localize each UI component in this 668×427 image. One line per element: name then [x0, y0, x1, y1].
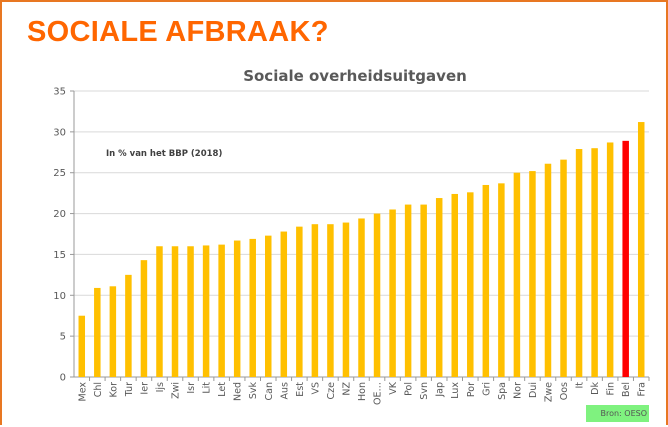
x-tick-label: Jap	[435, 382, 446, 398]
x-tick-label: Zwe	[543, 382, 554, 402]
y-tick-label: 30	[53, 127, 66, 138]
x-tick-label: Spa	[497, 382, 508, 400]
bar-it	[575, 149, 583, 377]
y-tick-label: 5	[60, 332, 66, 343]
bar-ier	[140, 260, 148, 377]
x-tick-label: Aus	[279, 382, 290, 400]
slide-title: SOCIALE AFBRAAK?	[27, 16, 329, 48]
bar-ned	[233, 240, 241, 377]
bar-let	[218, 244, 225, 377]
bar-mex	[78, 315, 86, 377]
bar-gri	[482, 184, 490, 377]
y-tick-label: 25	[53, 168, 66, 179]
bar-zwi	[171, 246, 179, 377]
x-tick-label: Ijs	[155, 382, 166, 392]
bar-lux	[451, 193, 458, 377]
bar-hon	[358, 218, 365, 377]
bar-por	[467, 192, 474, 377]
bar-oe	[373, 213, 381, 377]
x-tick-label: Est	[295, 382, 306, 397]
bar-bel	[622, 140, 629, 377]
y-tick-label: 0	[60, 373, 66, 384]
bar-svn	[420, 204, 427, 377]
bar-svk	[249, 238, 256, 377]
bar-ijs	[156, 246, 163, 377]
x-tick-label: Pol	[404, 382, 415, 396]
chart-title: Sociale overheidsuitgaven	[243, 67, 467, 85]
x-tick-label: Lit	[202, 382, 213, 394]
source-label: Bron: OESO	[586, 405, 649, 422]
x-tick-label: It	[575, 382, 586, 389]
x-tick-label: Chl	[93, 382, 104, 397]
x-tick-label: Lux	[450, 382, 461, 399]
x-tick-label: Dui	[528, 382, 539, 398]
x-tick-label: Fra	[637, 382, 648, 397]
bar-can	[265, 235, 272, 377]
bar-isr	[187, 246, 194, 377]
x-tick-label: Kor	[108, 382, 119, 398]
x-tick-label: Mex	[77, 382, 88, 402]
x-tick-label: Ned	[233, 382, 244, 401]
x-tick-label: Can	[264, 382, 275, 400]
bar-tur	[125, 274, 132, 377]
x-tick-label: Por	[466, 382, 477, 397]
bar-nz	[342, 222, 350, 377]
bar-dk	[591, 148, 598, 377]
bar-pol	[404, 204, 412, 377]
x-tick-label: Zwi	[171, 382, 182, 399]
x-tick-label: Tur	[124, 382, 135, 397]
x-tick-label: NZ	[341, 382, 352, 396]
x-tick-label: Svn	[419, 382, 430, 400]
x-tick-label: VS	[310, 382, 321, 395]
x-tick-label: Isr	[186, 382, 197, 394]
x-tick-label: Dk	[590, 382, 601, 395]
bar-spa	[498, 183, 505, 377]
y-tick-label: 15	[53, 250, 66, 261]
bar-zwe	[544, 163, 552, 377]
bar-vs	[311, 224, 319, 377]
bar-kor	[109, 286, 117, 377]
bar-fra	[637, 122, 645, 378]
bar-est	[296, 226, 303, 377]
bar-vk	[389, 209, 396, 377]
x-tick-label: Gri	[481, 382, 492, 396]
chart-annotation: In % van het BBP (2018)	[106, 149, 222, 159]
x-tick-label: Ier	[139, 382, 150, 395]
bar-fin	[606, 142, 614, 377]
x-tick-label: Nor	[512, 382, 523, 399]
bar-oos	[560, 159, 567, 377]
y-tick-label: 20	[53, 209, 66, 220]
x-tick-label: Fin	[606, 382, 617, 395]
bar-aus	[280, 231, 288, 377]
x-tick-label: OE…	[373, 382, 384, 405]
x-tick-label: Let	[217, 382, 228, 397]
bar-chl	[94, 287, 101, 377]
bar-lit	[202, 245, 210, 377]
x-tick-label: Bel	[621, 382, 632, 397]
x-tick-label: VK	[388, 381, 399, 394]
bar-dui	[529, 171, 536, 377]
bar-nor	[513, 172, 521, 377]
x-tick-label: Hon	[357, 382, 368, 401]
x-tick-label: Oos	[559, 382, 570, 400]
bar-jap	[435, 198, 443, 377]
x-tick-label: Cze	[326, 382, 337, 400]
x-tick-label: Svk	[248, 382, 259, 400]
y-tick-label: 35	[53, 87, 66, 98]
y-tick-label: 10	[53, 291, 66, 302]
bar-cze	[327, 224, 334, 377]
